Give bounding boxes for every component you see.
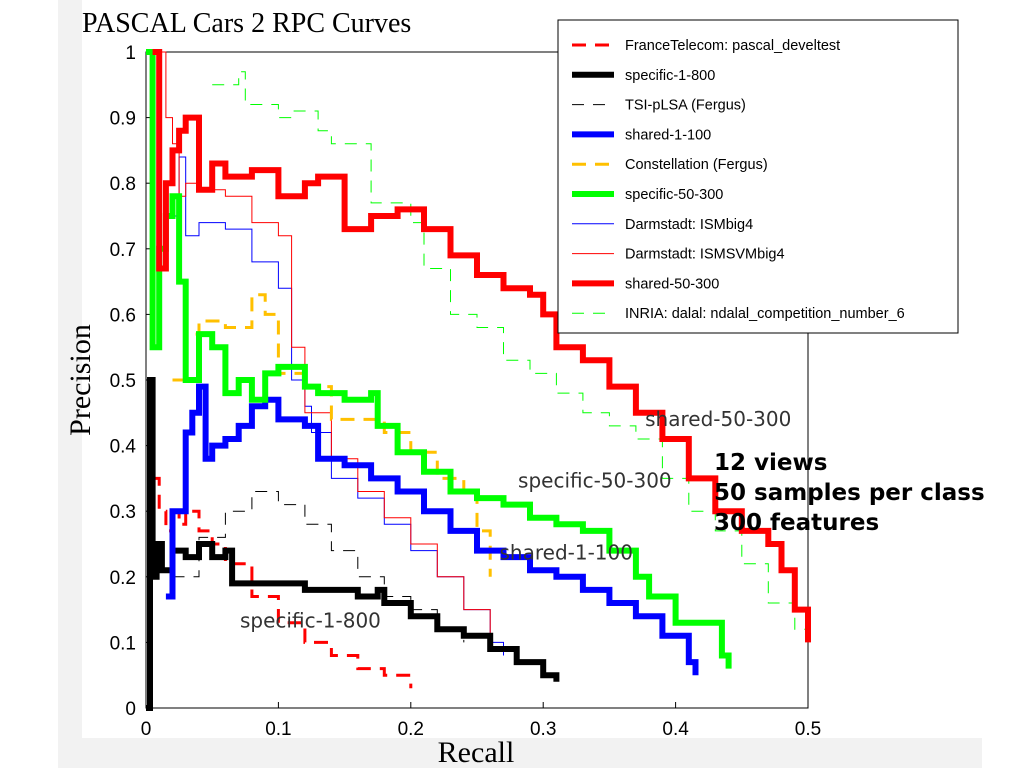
legend-box — [557, 19, 959, 334]
legend-label: Darmstadt: ISMSVMbig4 — [625, 247, 785, 263]
series-line — [146, 49, 732, 669]
series-line — [165, 383, 699, 676]
x-tick-label: 0.3 — [530, 719, 556, 740]
y-axis-label: Precision — [64, 324, 97, 436]
y-tick-label: 0.3 — [110, 502, 136, 523]
legend-label: specific-1-800 — [625, 68, 715, 84]
note-samples: 50 samples per class — [714, 480, 985, 506]
series-line — [172, 491, 465, 643]
note-views: 12 views — [714, 450, 828, 476]
series-line — [146, 377, 560, 711]
x-axis-label: Recall — [438, 736, 515, 768]
legend-label: specific-50-300 — [625, 187, 723, 203]
legend-label: shared-1-100 — [625, 127, 711, 143]
y-tick-label: 0.6 — [110, 305, 136, 326]
series-layer — [146, 49, 811, 711]
y-tick-label: 0.7 — [110, 240, 136, 261]
legend-label: Darmstadt: ISMbig4 — [625, 217, 753, 233]
curve-annotation: shared-50-300 — [645, 407, 791, 431]
curve-annotation: specific-1-800 — [240, 608, 381, 632]
y-tick-label: 0.1 — [110, 633, 136, 654]
annotation-layer: shared-50-300 specific-50-300 shared-1-100… — [240, 407, 791, 632]
y-tick-label: 1 — [125, 43, 136, 64]
note-features: 300 features — [714, 510, 880, 536]
legend-label: Constellation (Fergus) — [625, 157, 768, 173]
x-tick-label: 0 — [141, 719, 152, 740]
legend-label: shared-50-300 — [625, 276, 719, 292]
curve-annotation: shared-1-100 — [500, 541, 633, 565]
legend-label: FranceTelecom: pascal_develtest — [625, 38, 840, 54]
series-line — [152, 49, 811, 643]
y-tick-label: 0.4 — [110, 437, 137, 458]
legend-label: TSI-pLSA (Fergus) — [625, 98, 746, 114]
legend: FranceTelecom: pascal_develtest specific-… — [557, 19, 959, 334]
x-tick-label: 0.2 — [398, 719, 424, 740]
figure-margin-left — [58, 0, 82, 768]
curve-annotation: specific-50-300 — [518, 469, 672, 493]
x-tick-label: 0.4 — [662, 719, 689, 740]
y-tick-label: 0 — [125, 699, 136, 720]
y-tick-label: 0.5 — [110, 371, 136, 392]
legend-label: INRIA: dalal: ndalal_competition_number_… — [625, 306, 905, 322]
series-line — [159, 51, 491, 643]
series-line — [212, 71, 809, 643]
x-tick-label: 0.5 — [795, 719, 821, 740]
figure-margin-bottom — [82, 738, 982, 768]
chart-title: PASCAL Cars 2 RPC Curves — [82, 8, 411, 39]
y-tick-label: 0.9 — [110, 109, 136, 130]
x-tick-label: 0.1 — [265, 719, 291, 740]
axis-ticks: 0 0.1 0.2 0.3 0.4 0.5 0 0.1 0.2 0.3 0.4 0.5 0.6 0.7 0.… — [110, 43, 822, 740]
y-tick-label: 0.2 — [110, 568, 136, 589]
y-tick-label: 0.8 — [110, 174, 136, 195]
